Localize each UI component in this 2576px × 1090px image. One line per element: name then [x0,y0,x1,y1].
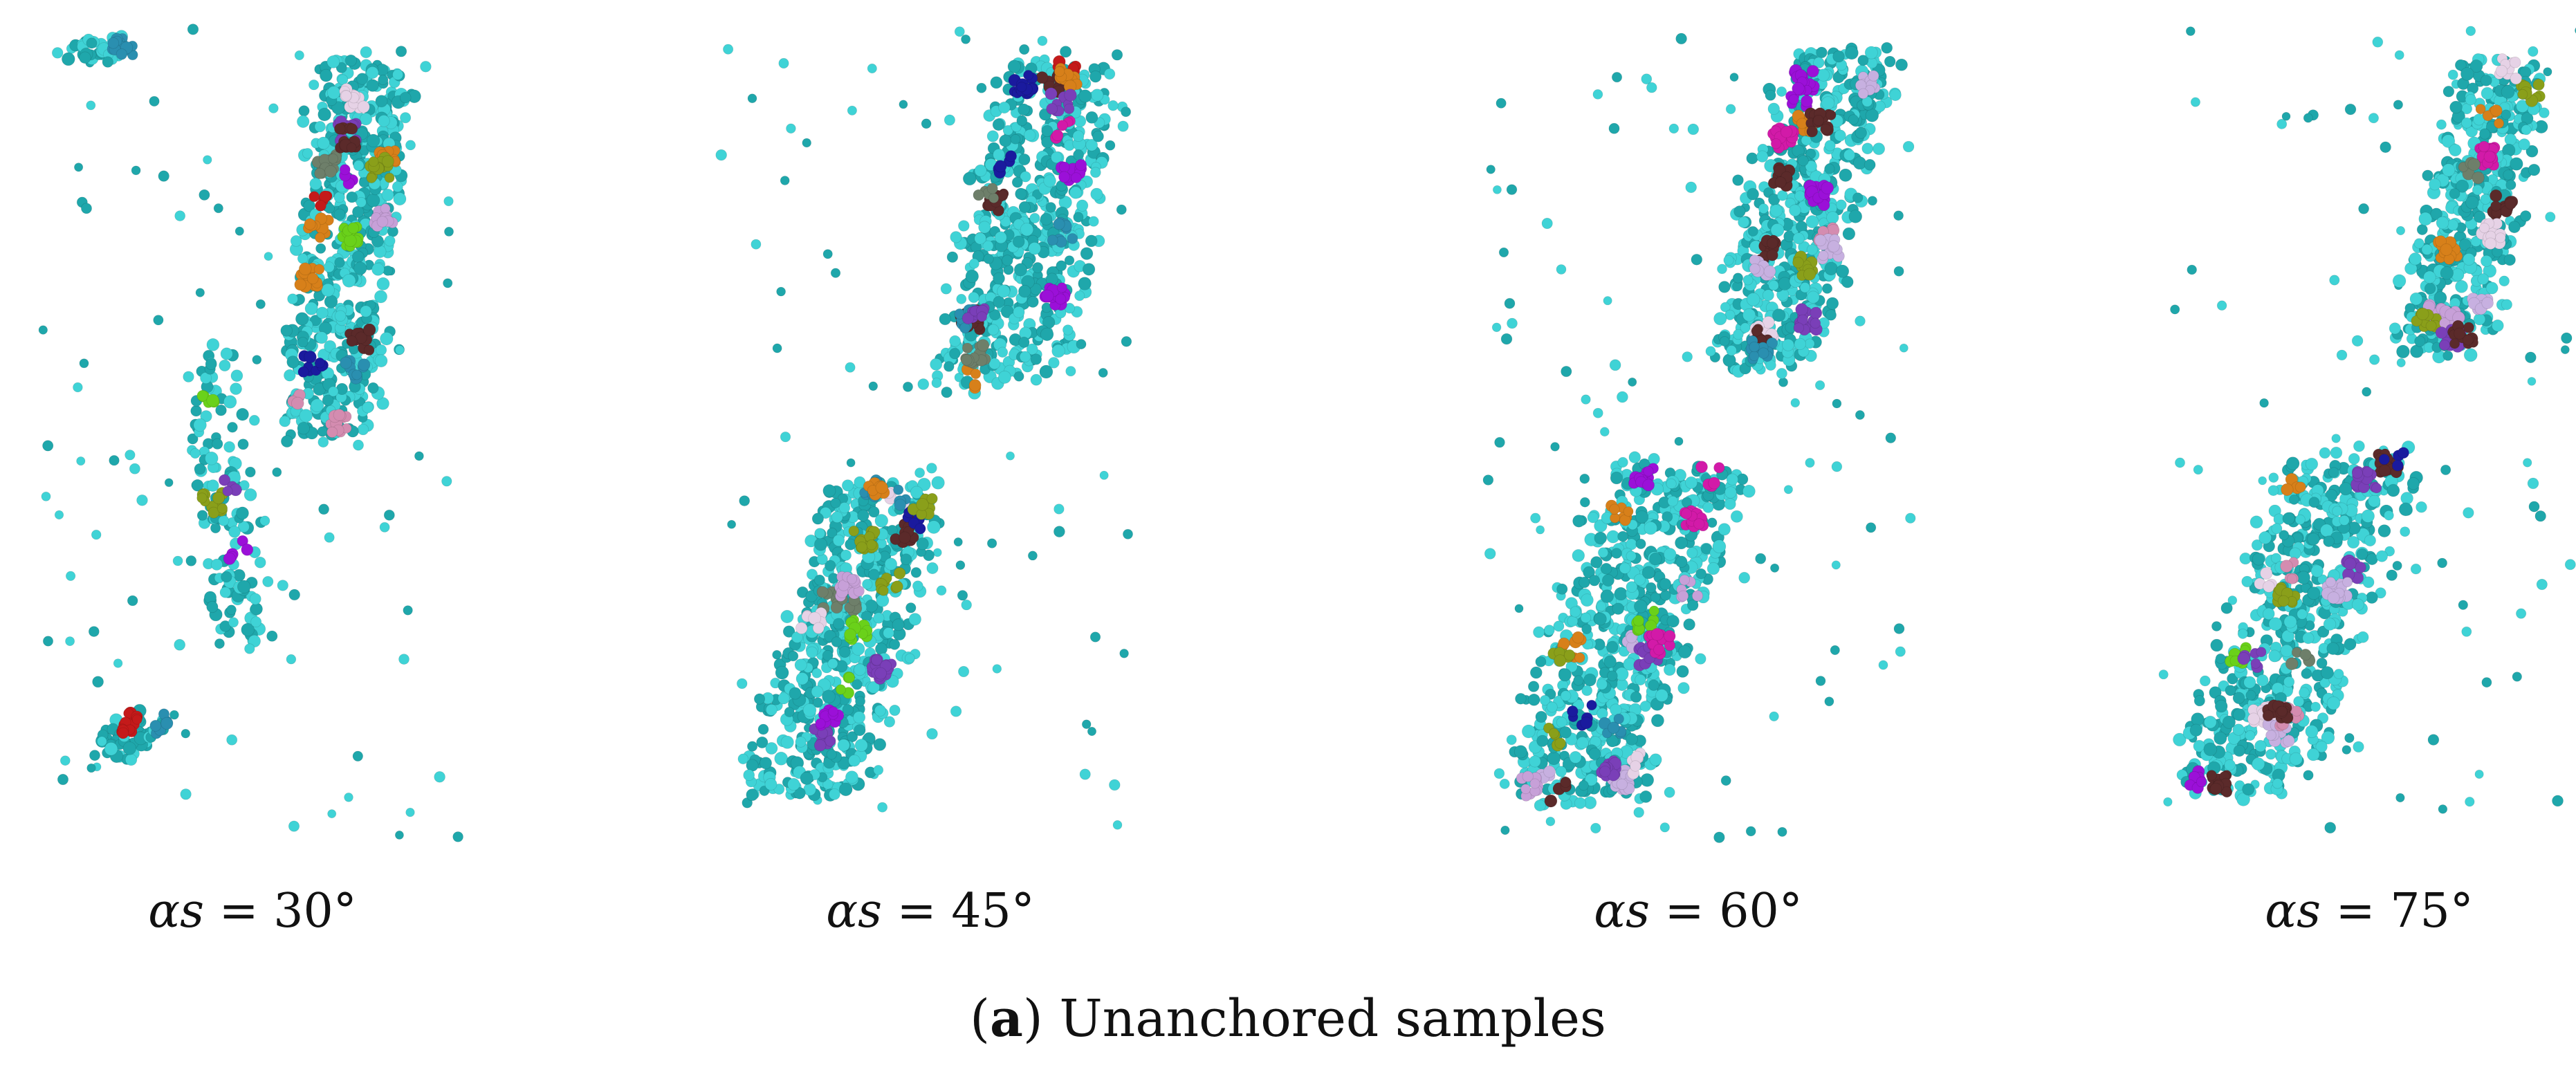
simulation-panel-1 [35,21,470,844]
simulation-panel-2 [712,21,1148,844]
simulation-panel-4 [2151,21,2576,844]
panel-label-4: αs = 75° [2265,884,2474,939]
particle-image-4 [2158,26,2576,834]
panel-label-2: αs = 45° [826,884,1035,939]
panel-label-1: αs = 30° [148,884,357,939]
particle-image-1 [38,24,463,842]
panel-label-3: αs = 60° [1594,884,1803,939]
particle-image-2 [715,26,1134,830]
simulation-panel-3 [1480,21,1916,844]
figure-caption: (a) Unanchored samples [970,989,1606,1049]
particle-image-3 [1482,33,1916,843]
